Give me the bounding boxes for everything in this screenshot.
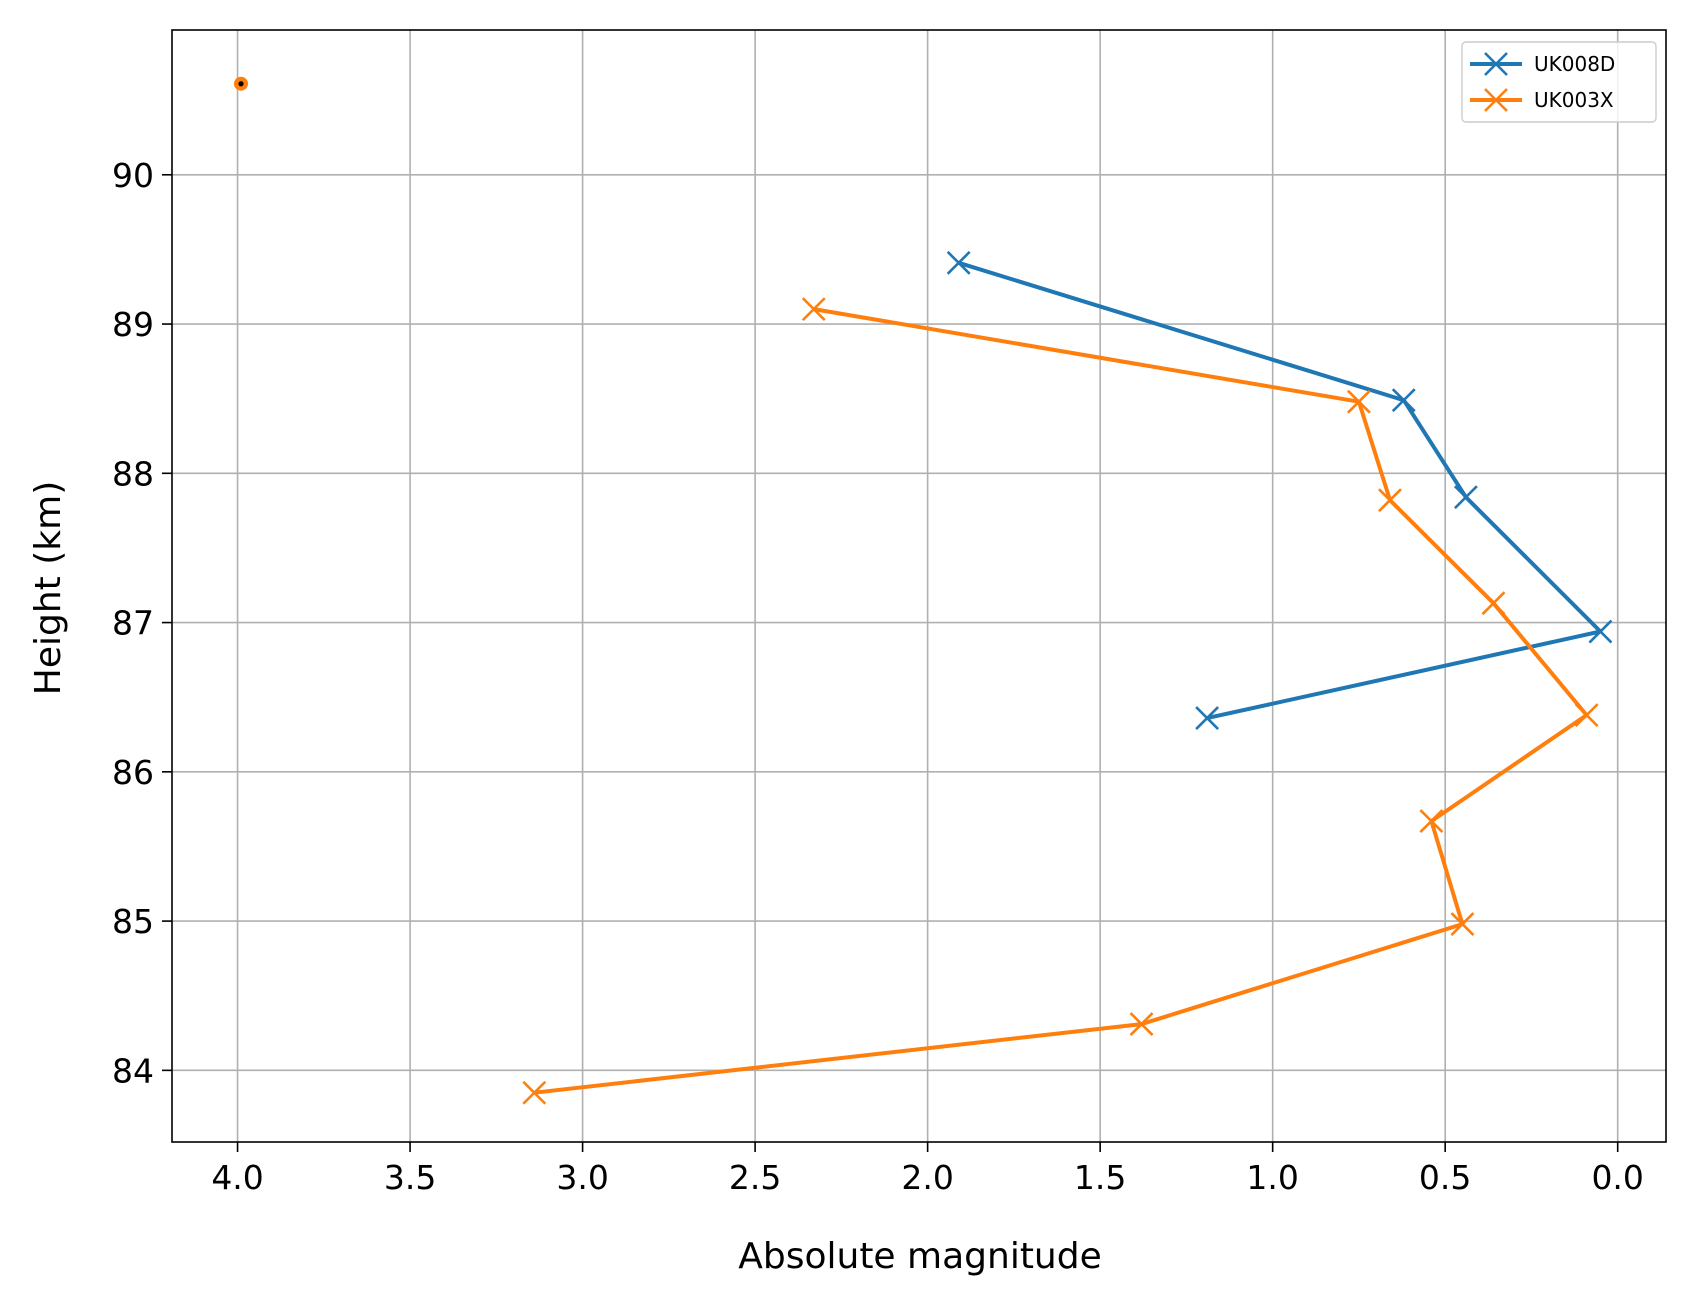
series-UK008D [946,250,1613,731]
grid [172,30,1666,1142]
annotation-point [234,76,249,91]
marker-stroke [801,297,826,322]
data-point [1419,809,1444,834]
data-point [946,250,971,275]
y-tick-label: 88 [112,454,154,493]
data-point [1481,591,1506,616]
x-tick-label: 1.0 [1246,1158,1298,1197]
legend-entry: UK008D [1470,52,1615,76]
marker-stroke [1129,1012,1154,1037]
marker-stroke [1453,485,1478,510]
legend-marker [1484,88,1508,112]
data-point [1391,388,1416,413]
data-point [1588,619,1613,644]
annotations [234,76,249,91]
series-UK003X [522,297,1599,1105]
marker-stroke [1378,488,1402,513]
data-point [1574,703,1599,728]
axes-frame [171,29,1667,1143]
y-tick-label: 85 [112,902,154,941]
data-point [1378,488,1402,513]
ticks: 4.0 3.5 3.0 2.5 2.0 1.5 1.0 0.5 0.0 84 85 86 87 88 89 9… [112,156,1644,1197]
y-axis-label: Height (km) [28,481,69,695]
marker-stroke [1588,619,1613,644]
series-group [522,250,1613,1105]
x-tick-label: 4.0 [211,1158,263,1197]
data-point [1195,706,1220,731]
marker-stroke [1195,706,1220,731]
legend-label: UK008D [1534,52,1615,76]
y-tick-label: 89 [112,305,154,344]
x-axis-label: Absolute magnitude [738,1236,1102,1277]
data-point [1450,912,1475,936]
y-tick-label: 86 [112,753,154,792]
legend-label: UK003X [1534,88,1614,112]
marker-stroke [522,1080,547,1105]
data-point [801,297,826,322]
x-tick-label: 0.5 [1419,1158,1471,1197]
x-tick-label: 2.5 [729,1158,781,1197]
data-point [522,1080,547,1105]
marker-stroke [1346,389,1371,414]
x-tick-label: 2.0 [901,1158,953,1197]
marker-stroke [946,250,971,275]
legend-marker [1484,52,1508,76]
data-point [1129,1012,1154,1037]
marker-stroke [1391,388,1416,413]
marker-stroke [1419,809,1444,834]
marker-stroke [1574,703,1599,728]
marker-stroke [1481,591,1506,616]
y-tick-label: 87 [112,604,154,643]
x-tick-label: 0.0 [1591,1158,1643,1197]
data-point [1453,485,1478,510]
marker-stroke [1484,88,1508,112]
data-point [1346,389,1371,414]
legend-entry: UK003X [1470,88,1614,112]
marker-stroke [1484,52,1508,76]
legend: UK008D UK003X [1461,41,1657,123]
x-tick-label: 1.5 [1074,1158,1126,1197]
x-tick-label: 3.5 [384,1158,436,1197]
y-tick-label: 90 [112,156,154,195]
annotation-dot-center [238,81,244,87]
x-tick-label: 3.0 [556,1158,608,1197]
marker-stroke [1450,912,1475,936]
y-tick-label: 84 [112,1051,154,1090]
